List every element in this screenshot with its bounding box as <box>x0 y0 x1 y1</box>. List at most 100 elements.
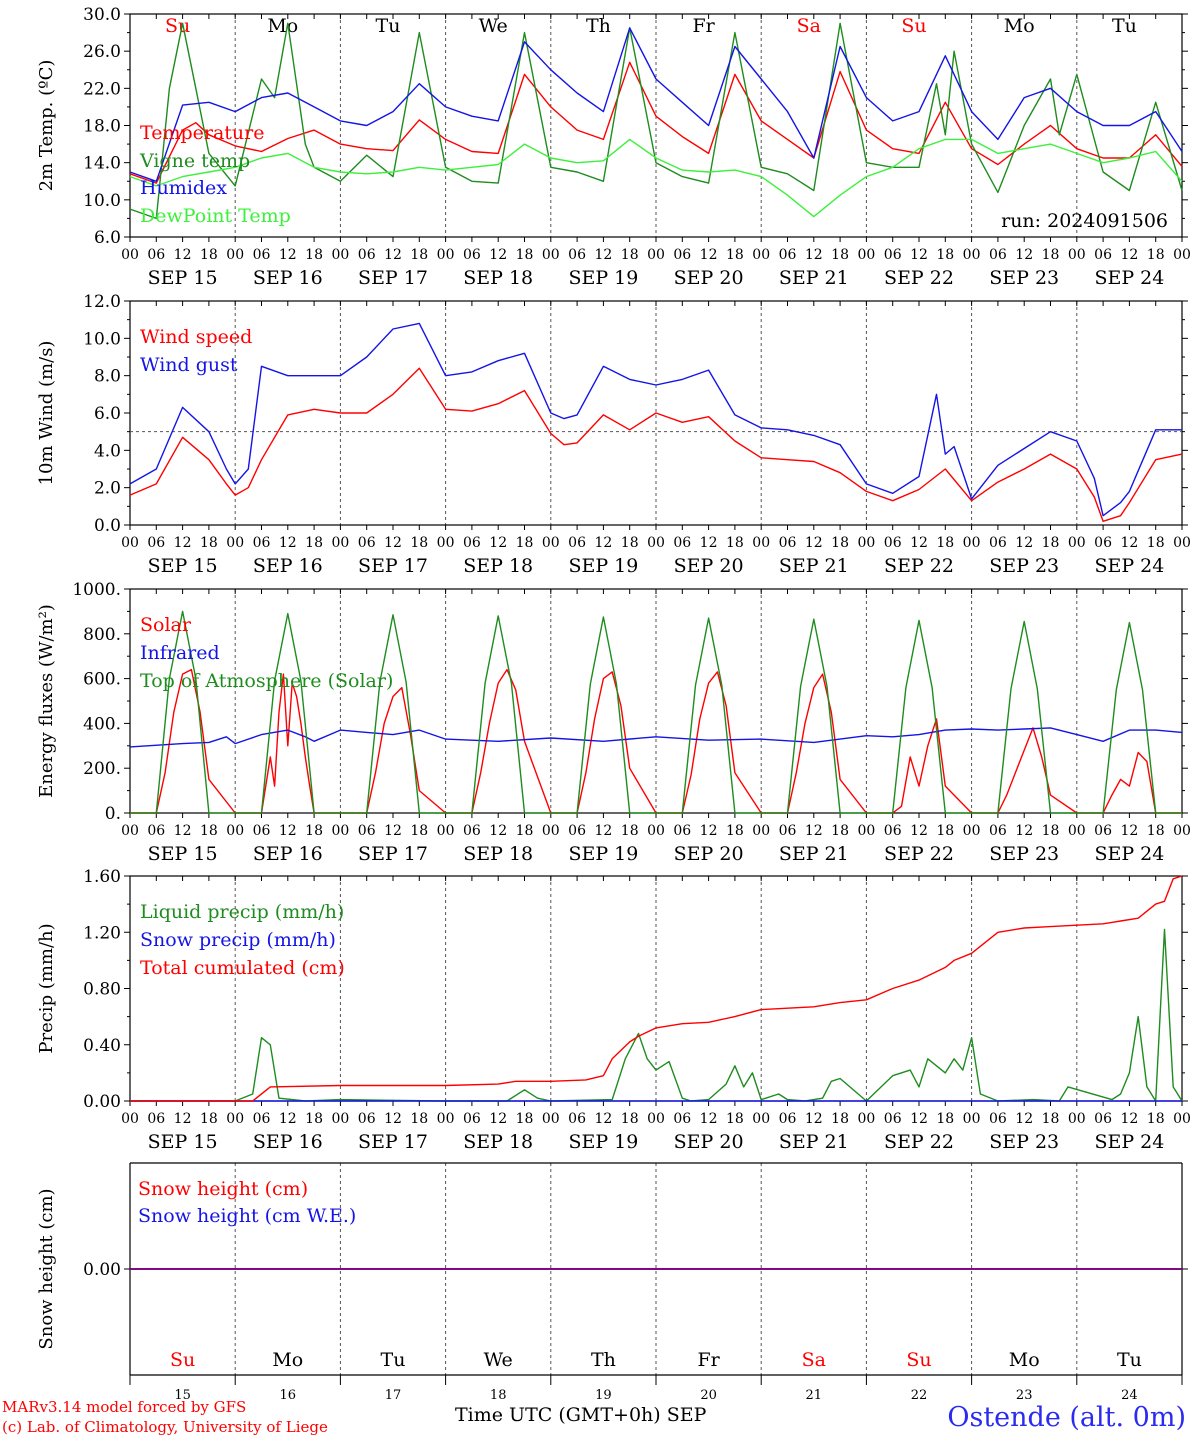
hour-label: 00 <box>121 247 139 263</box>
hour-label: 12 <box>910 1111 928 1127</box>
date-label: SEP 21 <box>779 267 849 289</box>
hour-label: 18 <box>831 247 849 263</box>
hour-label: 06 <box>779 247 797 263</box>
hour-label: 18 <box>936 823 954 839</box>
hour-label: 00 <box>542 247 560 263</box>
hour-label: 18 <box>621 535 639 551</box>
y-tick-label: 12.0 <box>83 292 121 312</box>
lab-credit: (c) Lab. of Climatology, University of L… <box>2 1418 328 1436</box>
hour-label: 18 <box>726 1111 744 1127</box>
weekday-label: Su <box>170 1349 195 1371</box>
hour-label: 06 <box>673 247 691 263</box>
hour-label: 18 <box>516 1111 534 1127</box>
hour-label: 06 <box>463 823 481 839</box>
day-number-label: 22 <box>911 1388 928 1403</box>
hour-label: 12 <box>384 247 402 263</box>
hour-label: 06 <box>568 535 586 551</box>
legend-entry: Snow height (cm) <box>138 1178 308 1200</box>
date-label: SEP 23 <box>989 267 1059 289</box>
weekday-label: Sa <box>802 1349 826 1371</box>
date-label: SEP 22 <box>884 843 954 865</box>
hour-label: 18 <box>621 247 639 263</box>
hour-label: 06 <box>989 823 1007 839</box>
hour-label: 06 <box>779 535 797 551</box>
hour-label: 00 <box>1068 247 1086 263</box>
panel-5: 0.00 Snow height (cm) Su Mo Tu We Th Fr Sa Su Mo Tu… <box>36 1162 1188 1403</box>
hour-label: 00 <box>331 535 349 551</box>
hour-label: 00 <box>331 247 349 263</box>
date-label: SEP 17 <box>358 267 428 289</box>
hour-label: 00 <box>542 1111 560 1127</box>
hour-label: 18 <box>1147 1111 1165 1127</box>
hour-label: 18 <box>305 823 323 839</box>
hour-label: 06 <box>884 823 902 839</box>
hour-label: 00 <box>752 535 770 551</box>
hour-label: 18 <box>621 1111 639 1127</box>
hour-label: 12 <box>1015 535 1033 551</box>
date-label: SEP 24 <box>1094 555 1164 577</box>
y-tick-label: 2.0 <box>94 479 121 499</box>
date-label: SEP 22 <box>884 267 954 289</box>
hour-label: 06 <box>147 1111 165 1127</box>
y-tick-label: 10.0 <box>83 329 121 349</box>
y-tick-label: 30.0 <box>83 5 121 25</box>
hour-label: 12 <box>1015 823 1033 839</box>
y-axis-label: Snow height (cm) <box>36 1188 57 1349</box>
hour-label: 00 <box>1173 535 1191 551</box>
date-label: SEP 18 <box>463 843 533 865</box>
weekday-label: Tu <box>376 15 401 37</box>
legend-entry: Vigne temp <box>139 150 250 172</box>
y-tick-label: 26.0 <box>83 42 121 62</box>
hour-label: 06 <box>779 1111 797 1127</box>
legend-entry: Infrared <box>140 642 220 664</box>
hour-label: 18 <box>305 535 323 551</box>
hour-label: 12 <box>174 823 192 839</box>
hour-label: 00 <box>647 823 665 839</box>
hour-label: 00 <box>752 823 770 839</box>
hour-label: 18 <box>200 1111 218 1127</box>
day-number-label: 23 <box>1016 1388 1033 1403</box>
hour-label: 00 <box>647 1111 665 1127</box>
hour-label: 18 <box>936 247 954 263</box>
date-label: SEP 16 <box>253 843 323 865</box>
hour-label: 06 <box>673 535 691 551</box>
date-label: SEP 20 <box>674 267 744 289</box>
series-line-blue <box>129 727 1183 748</box>
hour-label: 00 <box>1068 1111 1086 1127</box>
hour-label: 00 <box>331 1111 349 1127</box>
hour-label: 12 <box>594 823 612 839</box>
hour-label: 18 <box>726 823 744 839</box>
hour-label: 12 <box>805 535 823 551</box>
date-label: SEP 21 <box>779 1131 849 1153</box>
hour-label: 06 <box>568 1111 586 1127</box>
series-line-red <box>129 367 1183 522</box>
y-tick-label: 10.0 <box>83 191 121 211</box>
series-line-blue <box>129 27 1183 183</box>
date-label: SEP 16 <box>253 555 323 577</box>
weekday-label: Tu <box>381 1349 406 1371</box>
hour-label: 18 <box>726 247 744 263</box>
hour-label: 12 <box>594 247 612 263</box>
legend-entry: Top of Atmosphere (Solar) <box>140 670 393 692</box>
hour-label: 06 <box>253 247 271 263</box>
hour-label: 00 <box>752 247 770 263</box>
hour-label: 00 <box>331 823 349 839</box>
hour-label: 06 <box>358 823 376 839</box>
model-credit: MARv3.14 model forced by GFS <box>2 1398 247 1416</box>
hour-label: 06 <box>1094 1111 1112 1127</box>
hour-label: 12 <box>1120 535 1138 551</box>
date-label: SEP 15 <box>148 555 218 577</box>
weekday-label: Mo <box>267 15 298 37</box>
hour-label: 00 <box>542 535 560 551</box>
date-label: SEP 19 <box>568 555 638 577</box>
date-label: SEP 24 <box>1094 1131 1164 1153</box>
hour-label: 18 <box>621 823 639 839</box>
hour-label: 06 <box>1094 535 1112 551</box>
series-line-lightgreen <box>129 138 1183 218</box>
date-label: SEP 23 <box>989 1131 1059 1153</box>
hour-label: 18 <box>1042 823 1060 839</box>
hour-label: 06 <box>463 247 481 263</box>
series-line-blue <box>129 322 1182 517</box>
hour-label: 12 <box>489 823 507 839</box>
hour-label: 12 <box>279 1111 297 1127</box>
